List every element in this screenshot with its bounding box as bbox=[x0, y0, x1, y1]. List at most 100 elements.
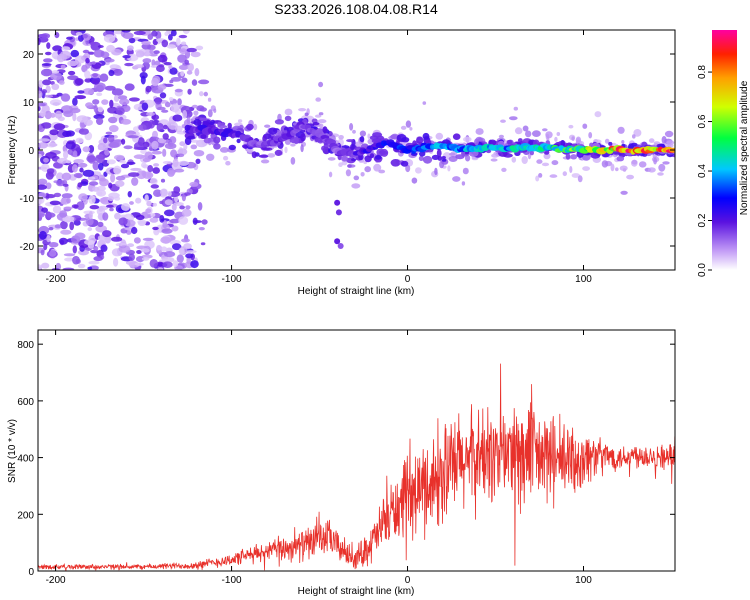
spectrogram-cell bbox=[582, 166, 590, 172]
spectrogram-cell bbox=[38, 230, 47, 240]
spectrogram-cell bbox=[575, 136, 582, 144]
spectrogram-cell bbox=[159, 92, 167, 99]
spectrogram-cell bbox=[474, 138, 479, 146]
snr-frame bbox=[37, 329, 676, 572]
spectrogram-cell bbox=[128, 37, 136, 44]
spectrogram-cell bbox=[122, 55, 131, 59]
spectrogram-cell bbox=[197, 202, 203, 211]
spectrogram-cell bbox=[126, 161, 136, 165]
spectrogram-cell bbox=[72, 245, 78, 254]
colorbar-tick-label: 0.6 bbox=[697, 114, 708, 128]
spectrogram-cell bbox=[149, 49, 154, 54]
spectrogram-cell bbox=[367, 133, 371, 139]
spectrogram-cell bbox=[68, 70, 76, 76]
spectrogram-cell bbox=[159, 215, 165, 223]
spectrogram-cell bbox=[164, 31, 169, 36]
spectrogram-cell bbox=[160, 188, 168, 197]
spectrogram-cell bbox=[104, 58, 115, 63]
spectrogram-cell bbox=[416, 136, 424, 144]
spectrogram-cell bbox=[170, 77, 182, 82]
spectrogram-cell bbox=[81, 64, 88, 73]
spectrogram-cell bbox=[135, 197, 142, 204]
spectrogram-cell bbox=[536, 159, 543, 164]
spectrogram-cell bbox=[82, 169, 95, 177]
spectrogram-cell bbox=[184, 192, 191, 196]
spectrogram-cell bbox=[290, 157, 296, 165]
spectrogram-cell bbox=[513, 106, 518, 111]
spectrogram-cell bbox=[59, 210, 68, 218]
y-tick-label: 600 bbox=[17, 397, 34, 408]
spectrogram-cell bbox=[145, 85, 152, 93]
spectrogram-cell bbox=[610, 163, 615, 172]
spectrogram-cell bbox=[615, 167, 619, 172]
spectrogram-cell bbox=[151, 114, 160, 121]
spectrogram-cell bbox=[341, 155, 348, 162]
y-tick-label: 10 bbox=[23, 98, 35, 109]
spectrogram-cell bbox=[359, 136, 365, 143]
spectrogram-cell bbox=[84, 70, 91, 79]
spectrogram-cell bbox=[141, 102, 149, 111]
spectrogram-cell bbox=[161, 39, 169, 48]
spectrogram-cell bbox=[601, 160, 609, 168]
spectrogram-cell bbox=[93, 246, 99, 251]
spectrogram-cell bbox=[253, 123, 258, 131]
spectrogram-cell bbox=[133, 142, 145, 150]
spectrogram-cell bbox=[87, 51, 95, 55]
spectrogram-cell bbox=[320, 135, 330, 140]
spectrogram-cell bbox=[41, 262, 50, 269]
spectrogram-cell bbox=[87, 227, 93, 232]
snr-x-ticks: -200 -100 0 100 bbox=[46, 330, 592, 586]
spectrogram-cell bbox=[160, 246, 168, 252]
spectrogram-cell bbox=[60, 93, 71, 102]
spectrogram-cell bbox=[189, 181, 199, 187]
colorbar-label: Normalized spectral amplitude bbox=[739, 80, 750, 215]
spectrogram-cell bbox=[162, 220, 168, 229]
spectrogram-cell bbox=[180, 70, 185, 77]
colorbar-ticks: 0.0 0.2 0.4 0.6 0.8 bbox=[697, 65, 712, 277]
spectrogram-cell bbox=[318, 112, 324, 116]
spectrogram-cell bbox=[264, 124, 271, 128]
spectrogram-cell bbox=[45, 212, 56, 218]
spectrogram-cell bbox=[144, 194, 149, 202]
spectrogram-cell bbox=[118, 245, 131, 253]
spectrogram-cell bbox=[115, 175, 126, 181]
spectrogram-cell bbox=[67, 60, 78, 67]
spectrogram-cell bbox=[65, 141, 76, 150]
spectrogram-cell bbox=[157, 267, 164, 270]
spectrogram-cell bbox=[371, 138, 382, 144]
spectrogram-cell bbox=[193, 150, 205, 157]
spectrogram-cell bbox=[195, 45, 204, 51]
spectrogram-cell bbox=[40, 122, 52, 129]
spectrogram-cell bbox=[616, 156, 625, 162]
spectrogram-cell bbox=[213, 136, 221, 144]
spectrogram-cell bbox=[78, 34, 84, 42]
spectrogram-cell bbox=[168, 65, 173, 69]
spectrogram-cell bbox=[76, 115, 88, 123]
spectrogram-cell bbox=[56, 172, 64, 181]
spectrogram-cell bbox=[78, 193, 88, 202]
spectrogram-cell bbox=[122, 32, 134, 39]
spectrogram-cell bbox=[225, 160, 231, 166]
spectrogram-cell bbox=[170, 30, 177, 37]
spectrogram-cell bbox=[150, 184, 159, 189]
spectrogram-cell bbox=[41, 63, 52, 66]
spectrogram-cell bbox=[617, 126, 625, 134]
spectrogram-cell bbox=[156, 106, 166, 111]
spectrogram-cell bbox=[657, 172, 664, 176]
spectrogram-cell bbox=[452, 176, 461, 182]
spectrogram-cell bbox=[38, 90, 43, 99]
spectrogram-cell bbox=[133, 103, 145, 111]
spectrogram-cell bbox=[44, 110, 52, 120]
spectrogram-cell bbox=[390, 134, 398, 140]
spectrogram-cell bbox=[569, 166, 573, 173]
spectrogram-cell bbox=[109, 64, 120, 70]
spectrogram-cell bbox=[152, 167, 160, 174]
spectrogram-cell bbox=[201, 219, 208, 225]
spectrogram-cell bbox=[62, 267, 75, 270]
spectrogram-cell bbox=[662, 161, 670, 165]
spectrogram-cell bbox=[529, 150, 535, 156]
spectrogram-cell bbox=[38, 125, 43, 130]
spectrogram-cell bbox=[317, 119, 327, 124]
spectrogram-cell bbox=[156, 244, 162, 251]
x-tick-label: 100 bbox=[575, 274, 592, 285]
